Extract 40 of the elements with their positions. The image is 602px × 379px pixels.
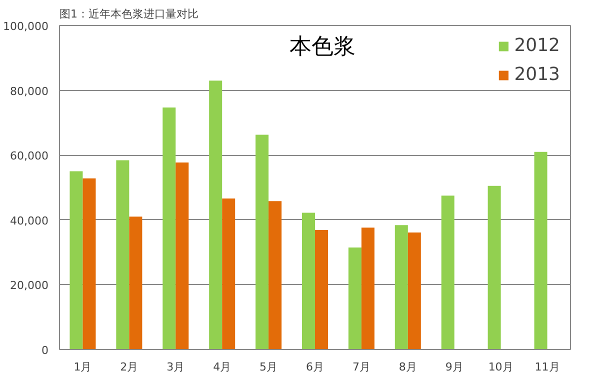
bar — [394, 225, 408, 350]
x-tick-label: 8月 — [398, 360, 417, 374]
bar — [82, 178, 96, 350]
legend-label: 2012 — [514, 35, 560, 56]
x-tick-label: 3月 — [166, 360, 185, 374]
y-tick-label: 0 — [42, 344, 48, 357]
y-tick-label: 20,000 — [10, 279, 49, 292]
bar — [256, 134, 269, 350]
x-tick-label: 10月 — [488, 360, 514, 374]
bar — [361, 228, 374, 350]
bar — [129, 216, 142, 350]
y-tick-label: 100,000 — [3, 20, 49, 33]
y-tick-label: 80,000 — [10, 84, 49, 98]
bar — [70, 171, 83, 350]
x-tick-label: 9月 — [445, 360, 464, 374]
x-tick-label: 1月 — [74, 360, 92, 374]
bar — [348, 247, 362, 350]
chart-title: 本色浆 — [290, 34, 356, 60]
y-tick-label: 60,000 — [10, 150, 49, 163]
bar — [268, 201, 282, 350]
legend-label: 2013 — [514, 64, 560, 85]
bar — [408, 232, 421, 350]
bar — [116, 160, 130, 350]
bar — [534, 152, 548, 350]
bar — [441, 196, 454, 350]
bar — [302, 212, 315, 350]
bar — [162, 107, 176, 350]
bar — [488, 186, 501, 350]
x-tick-label: 5月 — [260, 360, 278, 374]
x-tick-label: 2月 — [120, 360, 138, 374]
bar — [315, 230, 328, 350]
x-tick-label: 4月 — [213, 360, 232, 374]
caption: 图1：近年本色浆进口量对比 — [60, 8, 198, 20]
x-tick-label: 7月 — [352, 360, 370, 374]
bar — [176, 162, 189, 350]
bar — [209, 80, 222, 350]
bar — [222, 198, 236, 350]
y-tick-label: 40,000 — [10, 214, 49, 228]
x-tick-label: 6月 — [306, 360, 324, 374]
x-tick-label: 11月 — [534, 360, 560, 374]
